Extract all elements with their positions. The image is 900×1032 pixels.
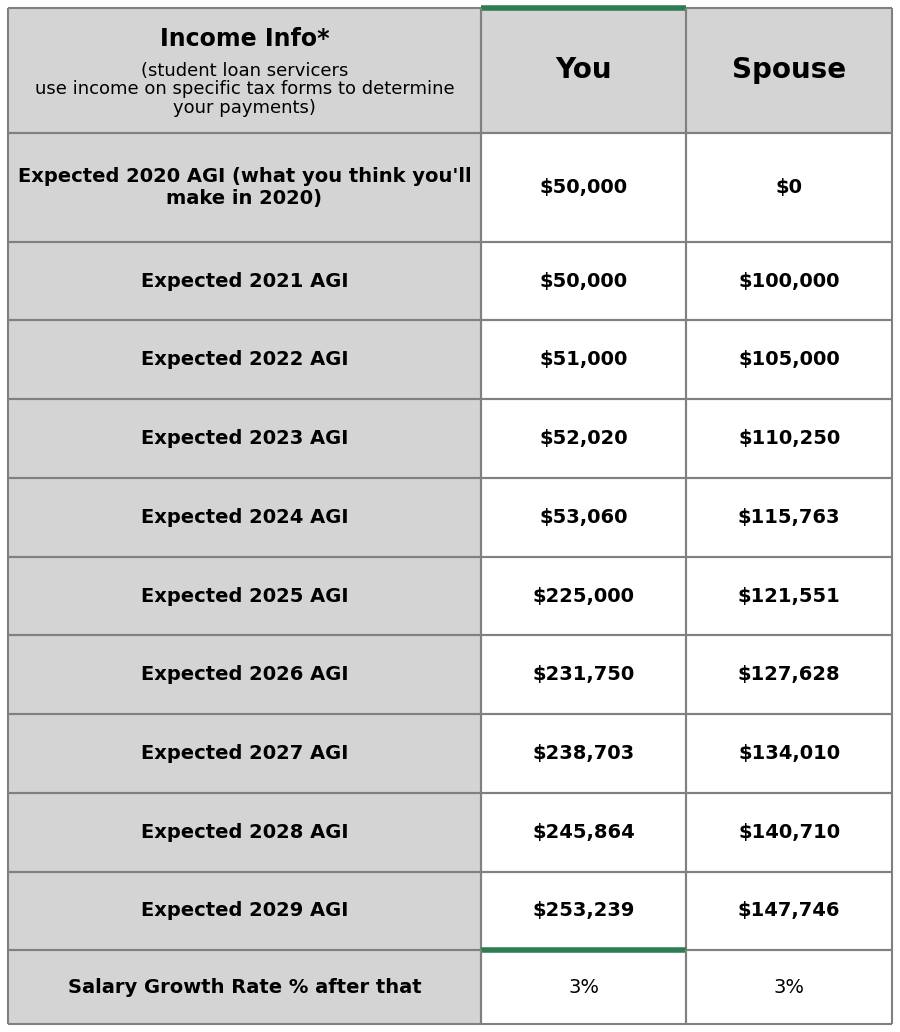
- Text: 3%: 3%: [774, 977, 805, 997]
- Bar: [8, 793, 481, 872]
- Bar: [481, 321, 687, 399]
- Bar: [481, 714, 687, 793]
- Text: $238,703: $238,703: [533, 744, 634, 763]
- Bar: [481, 950, 687, 1024]
- Text: $50,000: $50,000: [540, 271, 628, 291]
- Bar: [481, 478, 687, 556]
- Text: Expected 2025 AGI: Expected 2025 AGI: [140, 586, 348, 606]
- Text: You: You: [555, 57, 612, 85]
- Bar: [8, 399, 481, 478]
- Text: $225,000: $225,000: [533, 586, 634, 606]
- Text: $51,000: $51,000: [539, 350, 628, 369]
- Text: Expected 2021 AGI: Expected 2021 AGI: [140, 271, 348, 291]
- Bar: [8, 950, 481, 1024]
- Bar: [481, 8, 687, 133]
- Bar: [687, 793, 892, 872]
- Bar: [687, 950, 892, 1024]
- Text: $147,746: $147,746: [738, 901, 841, 921]
- Text: $110,250: $110,250: [738, 429, 841, 448]
- Text: $100,000: $100,000: [739, 271, 840, 291]
- Text: Spouse: Spouse: [733, 57, 846, 85]
- Bar: [8, 133, 481, 241]
- Text: Expected 2023 AGI: Expected 2023 AGI: [140, 429, 348, 448]
- Bar: [687, 478, 892, 556]
- Text: $253,239: $253,239: [533, 901, 634, 921]
- Bar: [481, 241, 687, 321]
- Text: $127,628: $127,628: [738, 666, 841, 684]
- Bar: [687, 556, 892, 636]
- Text: Expected 2029 AGI: Expected 2029 AGI: [140, 901, 348, 921]
- Bar: [687, 133, 892, 241]
- Bar: [687, 636, 892, 714]
- Bar: [8, 478, 481, 556]
- Text: Expected 2020 AGI (what you think you'll
make in 2020): Expected 2020 AGI (what you think you'll…: [18, 167, 472, 207]
- Text: Expected 2026 AGI: Expected 2026 AGI: [140, 666, 348, 684]
- Bar: [8, 872, 481, 950]
- Bar: [687, 714, 892, 793]
- Text: $115,763: $115,763: [738, 508, 841, 526]
- Bar: [8, 321, 481, 399]
- Text: Expected 2028 AGI: Expected 2028 AGI: [140, 823, 348, 842]
- Text: $50,000: $50,000: [540, 178, 628, 197]
- Bar: [8, 556, 481, 636]
- Bar: [8, 241, 481, 321]
- Text: (student loan servicers: (student loan servicers: [140, 62, 348, 79]
- Text: $140,710: $140,710: [738, 823, 841, 842]
- Text: Expected 2027 AGI: Expected 2027 AGI: [140, 744, 348, 763]
- Text: Salary Growth Rate % after that: Salary Growth Rate % after that: [68, 977, 421, 997]
- Text: $245,864: $245,864: [532, 823, 635, 842]
- Bar: [481, 399, 687, 478]
- Bar: [481, 872, 687, 950]
- Bar: [687, 321, 892, 399]
- Text: Expected 2024 AGI: Expected 2024 AGI: [140, 508, 348, 526]
- Text: $231,750: $231,750: [533, 666, 634, 684]
- Text: Income Info*: Income Info*: [159, 27, 329, 52]
- Text: use income on specific tax forms to determine: use income on specific tax forms to dete…: [35, 80, 455, 98]
- Text: $53,060: $53,060: [539, 508, 628, 526]
- Text: 3%: 3%: [568, 977, 599, 997]
- Text: $105,000: $105,000: [738, 350, 840, 369]
- Text: $52,020: $52,020: [539, 429, 628, 448]
- Text: $134,010: $134,010: [738, 744, 841, 763]
- Bar: [481, 636, 687, 714]
- Bar: [8, 636, 481, 714]
- Text: $121,551: $121,551: [738, 586, 841, 606]
- Bar: [8, 8, 481, 133]
- Bar: [687, 872, 892, 950]
- Bar: [8, 714, 481, 793]
- Bar: [687, 241, 892, 321]
- Bar: [481, 556, 687, 636]
- Bar: [481, 793, 687, 872]
- Bar: [687, 8, 892, 133]
- Text: Expected 2022 AGI: Expected 2022 AGI: [140, 350, 348, 369]
- Text: your payments): your payments): [173, 99, 316, 117]
- Bar: [687, 399, 892, 478]
- Bar: [481, 133, 687, 241]
- Text: $0: $0: [776, 178, 803, 197]
